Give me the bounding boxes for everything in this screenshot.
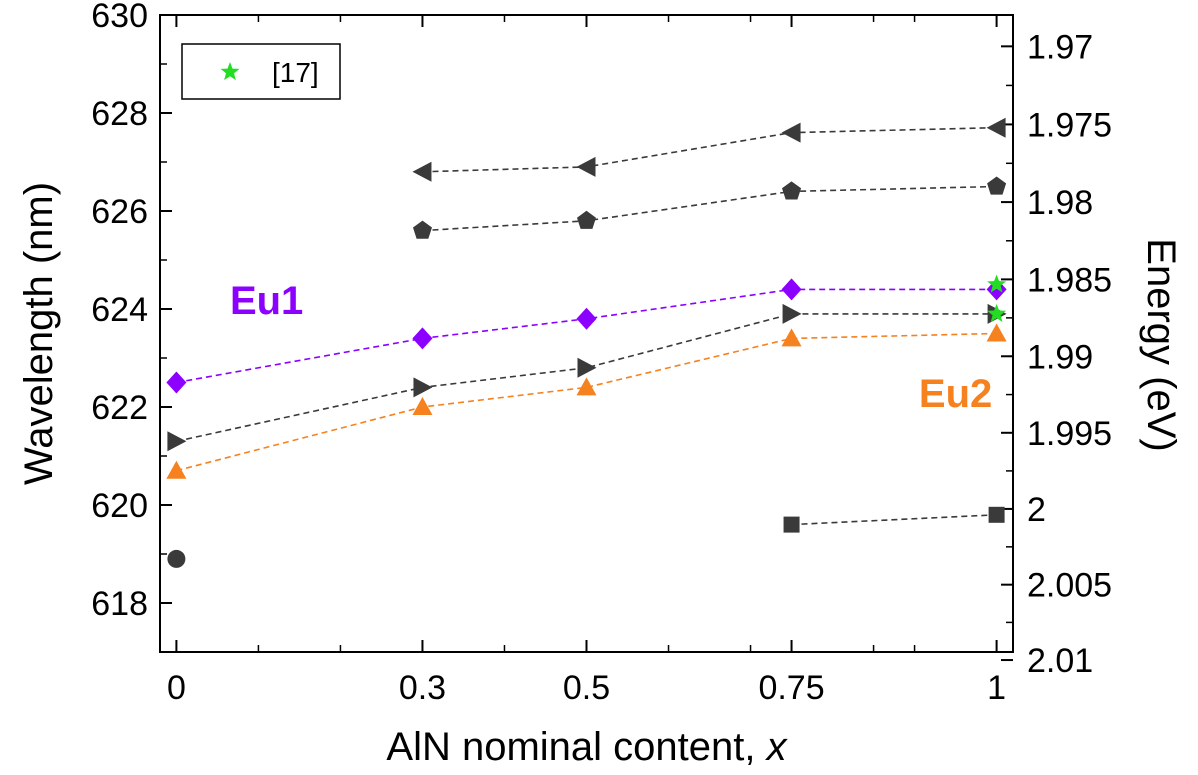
x-tick-label: 0.75 <box>758 669 824 707</box>
data-point-triangle-up <box>576 377 597 396</box>
series-line <box>422 126 997 173</box>
annotation-label: Eu2 <box>919 372 992 416</box>
data-point-triangle-up <box>781 328 802 347</box>
y-tick-label: 620 <box>91 487 148 525</box>
data-point-triangle-right <box>782 303 802 324</box>
data-point-star <box>987 303 1007 322</box>
data-point-diamond <box>781 278 802 301</box>
x-axis-title-main: AlN nominal content, <box>386 725 766 769</box>
legend-label: [17] <box>272 57 319 88</box>
y2-tick-label: 1.995 <box>1027 415 1112 453</box>
data-point-triangle-right <box>413 377 433 398</box>
data-point-triangle-left <box>412 161 432 182</box>
data-point-square <box>988 506 1005 523</box>
y-tick-label: 628 <box>91 95 148 133</box>
data-point-triangle-left <box>781 122 801 143</box>
data-point-triangle-up <box>166 460 187 479</box>
x-axis-title-variable: x <box>765 725 789 769</box>
x-tick-label: 0.5 <box>563 669 610 707</box>
y2-tick-label: 2 <box>1027 491 1046 529</box>
legend: [17] <box>181 43 341 100</box>
data-point-triangle-left <box>986 117 1006 138</box>
x-tick-label: 0.3 <box>399 669 446 707</box>
data-point-diamond <box>576 307 597 330</box>
y2-tick-label: 1.98 <box>1027 184 1093 222</box>
legend-box <box>181 43 341 100</box>
y-tick-label: 630 <box>91 0 148 35</box>
data-point-circle <box>167 549 186 568</box>
series-line <box>791 514 997 526</box>
y-axis-title: Wavelength (nm) <box>17 182 61 485</box>
data-point-diamond <box>412 327 433 350</box>
y2-tick-label: 1.985 <box>1027 261 1112 299</box>
y-tick-label: 626 <box>91 193 148 231</box>
series-line <box>176 332 997 472</box>
data-point-pentagon <box>782 181 802 200</box>
data-point-pentagon <box>413 220 432 239</box>
data-point-pentagon <box>577 210 596 229</box>
y-tick-label: 624 <box>91 291 148 329</box>
plot-frame <box>159 14 1014 653</box>
data-point-triangle-up <box>986 323 1007 342</box>
data-point-star <box>987 274 1007 293</box>
x-tick-label: 0 <box>167 669 186 707</box>
data-point-triangle-right <box>577 357 597 378</box>
y2-tick-label: 2.005 <box>1027 567 1112 605</box>
series-line <box>422 185 997 232</box>
data-point-square <box>783 516 800 533</box>
annotation-label: Eu1 <box>230 279 303 323</box>
data-point-triangle-up <box>412 397 433 415</box>
y2-tick-label: 2.01 <box>1027 642 1093 680</box>
y2-tick-label: 1.975 <box>1027 106 1112 144</box>
y-tick-label: 622 <box>91 389 148 427</box>
data-point-pentagon <box>987 176 1007 195</box>
x-tick-label: 1 <box>987 669 1006 707</box>
y2-tick-label: 1.99 <box>1027 338 1093 376</box>
data-point-diamond <box>166 371 187 394</box>
y-tick-label: 618 <box>91 585 148 623</box>
data-point-triangle-left <box>576 156 596 177</box>
data-point-star <box>220 62 240 81</box>
data-point-triangle-right <box>167 431 187 452</box>
y2-axis-title: Energy (eV) <box>1139 238 1183 451</box>
x-axis-title: AlN nominal content, x <box>386 725 788 769</box>
y2-tick-label: 1.97 <box>1027 28 1093 66</box>
